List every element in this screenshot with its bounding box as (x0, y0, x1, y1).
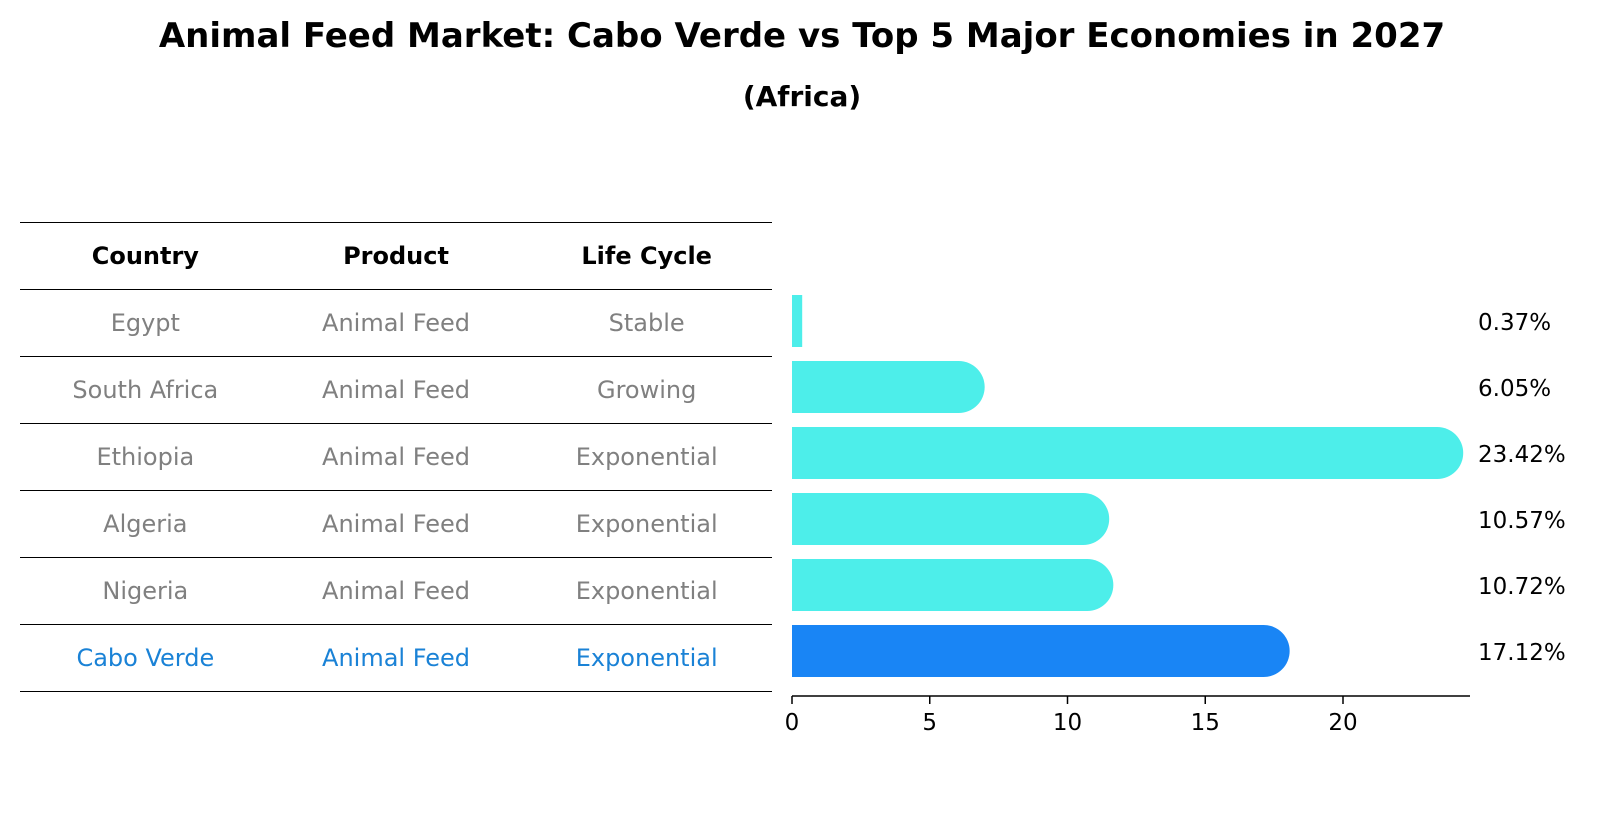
bar-cabo-verde (792, 625, 1290, 677)
header-life-cycle: Life Cycle (581, 242, 712, 270)
product-cell: Animal Feed (322, 577, 470, 605)
bar-value-label: 23.42% (1478, 442, 1566, 468)
header-country: Country (91, 242, 199, 270)
product-cell: Animal Feed (322, 510, 470, 538)
x-tick-label: 10 (1053, 710, 1082, 736)
bar-value-label: 17.12% (1478, 640, 1566, 666)
country-table: Country Product Life Cycle Egypt Animal … (20, 222, 772, 692)
table-row: Algeria Animal Feed Exponential (20, 490, 772, 557)
country-cell: South Africa (72, 376, 219, 404)
chart-subtitle: (Africa) (742, 80, 862, 113)
bar-value-label: 10.57% (1478, 508, 1566, 534)
product-cell: Animal Feed (322, 376, 470, 404)
country-cell: Ethiopia (96, 443, 195, 471)
country-cell: Egypt (110, 309, 180, 337)
product-cell: Animal Feed (322, 309, 470, 337)
x-tick-label: 15 (1191, 710, 1220, 736)
country-cell: Algeria (103, 510, 188, 538)
life-cycle-cell: Exponential (575, 510, 718, 538)
product-cell: Animal Feed (322, 644, 470, 672)
life-cycle-cell: Exponential (575, 577, 718, 605)
life-cycle-cell: Exponential (575, 644, 718, 672)
bar-algeria (792, 493, 1110, 545)
table-row: Nigeria Animal Feed Exponential (20, 557, 772, 624)
x-tick-label: 5 (922, 710, 937, 736)
bar-south-africa (792, 361, 985, 413)
x-tick-label: 0 (785, 710, 800, 736)
chart-title: Animal Feed Market: Cabo Verde vs Top 5 … (158, 16, 1446, 56)
bar-ethiopia (792, 427, 1464, 479)
country-cell: Nigeria (102, 577, 189, 605)
bar-value-label: 0.37% (1478, 310, 1551, 336)
x-tick-label: 20 (1328, 710, 1357, 736)
life-cycle-cell: Exponential (575, 443, 718, 471)
bar-egypt (792, 295, 803, 347)
bar-nigeria (792, 559, 1114, 611)
product-cell: Animal Feed (322, 443, 470, 471)
table-header-row: Country Product Life Cycle (20, 222, 772, 289)
life-cycle-cell: Stable (608, 309, 685, 337)
life-cycle-cell: Growing (596, 376, 697, 404)
country-cell: Cabo Verde (76, 644, 215, 672)
table-row-highlight: Cabo Verde Animal Feed Exponential (20, 624, 772, 692)
table-row: Egypt Animal Feed Stable (20, 289, 772, 356)
table-row: South Africa Animal Feed Growing (20, 356, 772, 423)
bar-value-label: 10.72% (1478, 574, 1566, 600)
bar-value-label: 6.05% (1478, 376, 1551, 402)
header-product: Product (343, 242, 449, 270)
table-row: Ethiopia Animal Feed Exponential (20, 423, 772, 490)
